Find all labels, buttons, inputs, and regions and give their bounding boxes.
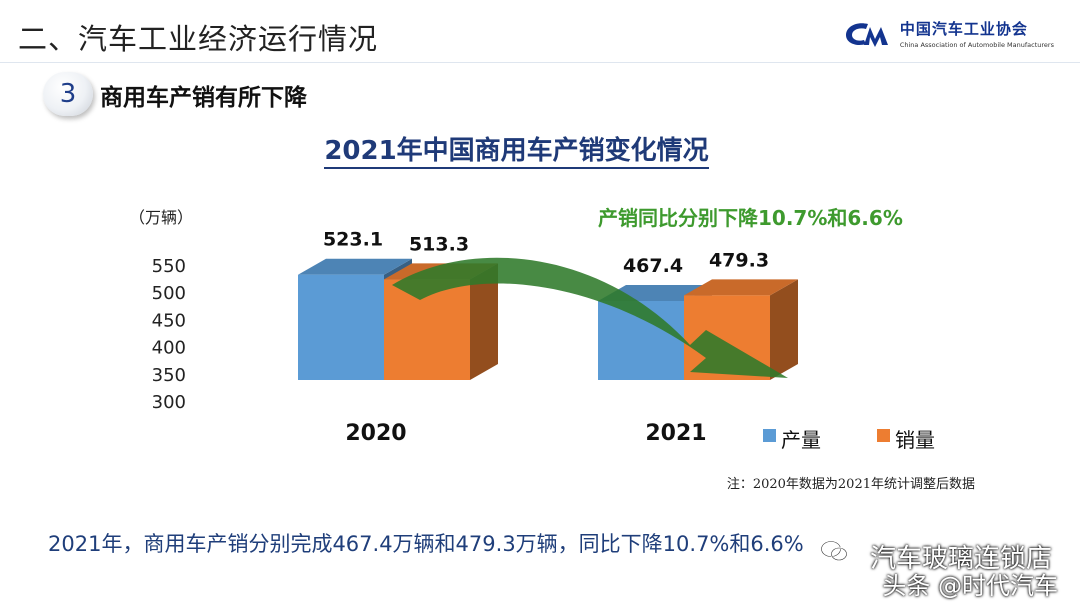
legend-swatch — [763, 429, 776, 442]
footnote: 注：2020年数据为2021年统计调整后数据 — [726, 477, 975, 492]
data-label: 513.3 — [409, 233, 469, 255]
data-label: 523.1 — [323, 229, 383, 251]
association-logo: 中国汽车工业协会 China Association of Automobile… — [844, 18, 1054, 49]
legend-label: 销量 — [895, 428, 935, 452]
legend-label: 产量 — [781, 428, 821, 452]
logo-name-cn: 中国汽车工业协会 — [899, 20, 1028, 38]
summary-text: 2021年，商用车产销分别完成467.4万辆和479.3万辆，同比下降10.7%… — [48, 532, 804, 556]
bar-top — [684, 279, 798, 296]
bar-side — [470, 263, 498, 380]
header-divider — [0, 62, 1080, 63]
watermark-line1: 汽车玻璃连锁店 — [869, 544, 1052, 574]
bar-side — [770, 279, 798, 380]
watermark-line2: 头条 @时代汽车 — [882, 572, 1058, 600]
wechat-icon — [820, 540, 848, 561]
y-axis-unit-label: （万辆） — [129, 208, 193, 227]
bar-top — [298, 258, 412, 275]
y-tick-label: 400 — [152, 338, 186, 359]
y-tick-label: 550 — [152, 256, 186, 277]
caam-logo-icon — [845, 22, 888, 47]
slide-title: 二、汽车工业经济运行情况 — [18, 22, 379, 56]
y-tick-label: 350 — [152, 365, 186, 386]
chart-title-wrap: 2021年中国商用车产销变化情况 — [0, 130, 1033, 169]
chart-annotation: 产销同比分别下降10.7%和6.6% — [598, 206, 903, 230]
section-number-badge: 3 — [43, 72, 93, 116]
x-category-label: 2021 — [645, 421, 706, 446]
section-title: 商用车产销有所下降 — [100, 85, 307, 111]
chart-title: 2021年中国商用车产销变化情况 — [324, 136, 709, 169]
decline-arrow-icon — [392, 257, 788, 378]
y-tick-label: 450 — [152, 310, 186, 331]
x-category-label: 2020 — [345, 421, 406, 446]
y-tick-label: 500 — [152, 283, 186, 304]
legend-swatch — [877, 429, 890, 442]
data-label: 467.4 — [623, 255, 683, 277]
data-label: 479.3 — [709, 249, 769, 271]
logo-name-en: China Association of Automobile Manufact… — [899, 41, 1054, 49]
bar-2020-产量 — [298, 274, 384, 380]
y-tick-label: 300 — [152, 392, 186, 413]
